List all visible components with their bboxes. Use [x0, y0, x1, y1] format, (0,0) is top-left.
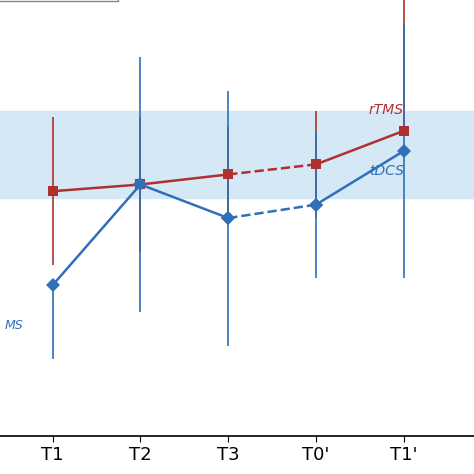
Bar [0, 111, 474, 198]
Text: tDCS: tDCS [369, 164, 403, 178]
Text: MS: MS [4, 319, 23, 332]
Text: rTMS: rTMS [369, 103, 404, 118]
